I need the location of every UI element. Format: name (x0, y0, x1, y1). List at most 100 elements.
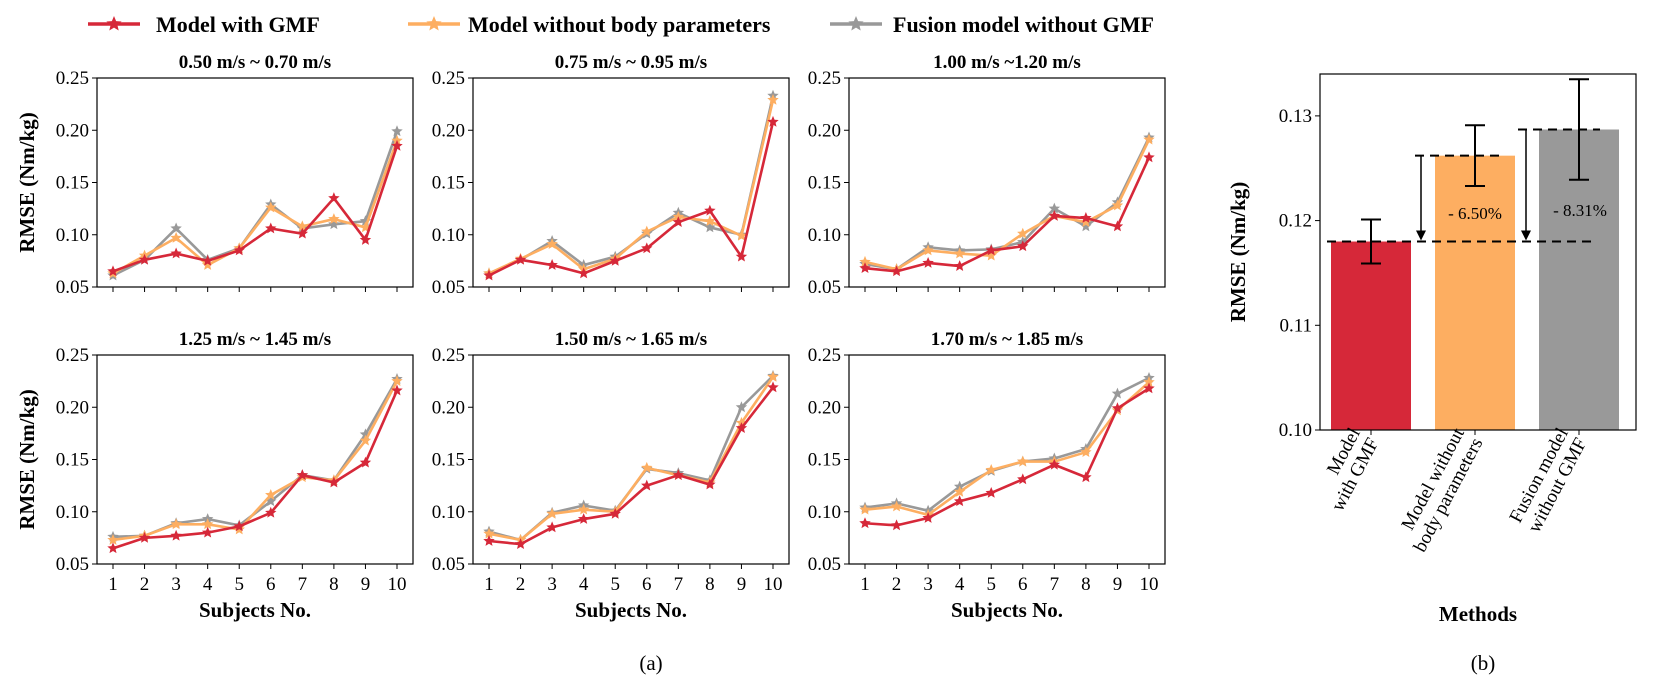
y-tick-label: 0.25 (56, 68, 89, 89)
data-point (201, 254, 214, 266)
series-3 (107, 373, 403, 542)
data-point (1143, 376, 1155, 388)
series-line (864, 387, 1150, 527)
x-tick-label: 4 (579, 574, 589, 595)
data-point (767, 93, 779, 105)
y-tick-label: 0.05 (56, 554, 89, 575)
y-tick-label: 0.13 (1279, 106, 1312, 127)
plot-frame (1319, 73, 1637, 431)
data-point (170, 247, 182, 259)
legend: Model with GMF Model without body paramet… (88, 12, 1154, 37)
data-point (1080, 471, 1092, 483)
y-tick-label: 0.20 (808, 120, 841, 141)
data-point (953, 260, 966, 271)
x-tick-label: 1 (860, 574, 870, 595)
data-point (985, 486, 997, 498)
data-point (985, 244, 997, 256)
x-tick-label: 7 (1050, 574, 1060, 595)
x-axis-label: Subjects No. (951, 598, 1063, 622)
x-tick-label: 4 (955, 574, 965, 595)
series-3 (859, 371, 1155, 516)
legend-star-marker (848, 16, 864, 31)
data-point (265, 201, 277, 213)
data-point (1080, 220, 1092, 232)
data-point (1017, 227, 1029, 239)
legend-label: Model without body parameters (468, 12, 771, 37)
y-tick-label: 0.25 (432, 345, 465, 366)
y-tick-label: 0.10 (432, 502, 465, 523)
data-point (735, 250, 748, 262)
x-tick-label: 1 (484, 574, 494, 595)
series-3 (107, 125, 403, 281)
series-line (488, 99, 775, 275)
series-1 (107, 384, 403, 554)
data-point (890, 519, 903, 531)
series-1 (859, 382, 1155, 531)
data-point (170, 222, 182, 234)
data-point (233, 520, 245, 532)
legend-item-2: Model without body parameters (408, 12, 771, 37)
data-point (890, 500, 903, 512)
x-tick-label: 8 (1081, 574, 1091, 595)
data-point (296, 227, 309, 239)
series-line (488, 121, 775, 277)
data-point (328, 218, 340, 230)
x-tick-label: 7 (674, 574, 684, 595)
y-tick-label: 0.15 (808, 173, 841, 194)
data-point (359, 233, 372, 245)
data-point (391, 139, 403, 151)
data-point (107, 265, 119, 277)
y-tick-label: 0.25 (432, 68, 465, 89)
data-point (546, 259, 558, 270)
line-chart-2: 0.75 m/s ~ 0.95 m/s 0.05 0.10 0.15 0.20 0.25 (432, 52, 790, 298)
x-tick-label: 5 (610, 574, 620, 595)
data-point (672, 469, 685, 481)
data-point (1080, 212, 1092, 223)
data-point (859, 262, 871, 274)
series-line (864, 381, 1150, 517)
data-point (170, 231, 182, 243)
y-tick-label: 0.05 (432, 554, 465, 575)
data-point (735, 401, 748, 413)
data-point (922, 512, 934, 523)
y-tick-label: 0.05 (808, 277, 841, 298)
series-3 (859, 131, 1155, 275)
data-point (1017, 240, 1029, 252)
y-tick-label: 0.15 (808, 450, 841, 471)
line-chart-3: 1.00 m/s ~1.20 m/s 0.05 0.10 0.15 0.20 0.25 (808, 52, 1166, 298)
series-line (488, 374, 774, 542)
reduction-arrow-1 (1416, 155, 1426, 241)
y-axis-label: RMSE (Nm/kg) (1226, 182, 1250, 323)
data-point (609, 254, 621, 266)
chart-title: 1.70 m/s ~ 1.85 m/s (931, 329, 1083, 350)
data-point (641, 242, 653, 254)
series-line (112, 380, 399, 542)
data-point (672, 216, 685, 228)
y-axis-label: RMSE (Nm/kg) (15, 389, 39, 530)
chart-title: 0.75 m/s ~ 0.95 m/s (555, 52, 707, 73)
data-point (265, 495, 277, 507)
y-tick-label: 0.05 (432, 277, 465, 298)
data-point (1048, 202, 1061, 214)
data-point (1143, 382, 1155, 394)
data-point (1111, 387, 1124, 399)
x-tick-label: 8 (705, 574, 715, 595)
data-point (107, 533, 119, 545)
series-line (488, 376, 775, 542)
series-2 (107, 134, 403, 279)
data-point (735, 422, 748, 433)
data-point (609, 507, 621, 519)
data-point (859, 503, 871, 515)
y-tick-label: 0.05 (808, 554, 841, 575)
line-chart-5: 1.50 m/s ~ 1.65 m/s 0.05 0.10 0.15 0.20 0.25 1… (432, 329, 790, 622)
data-point (704, 221, 716, 233)
data-point (391, 125, 403, 137)
data-point (767, 115, 779, 127)
data-point (514, 253, 527, 265)
annotation-1: - 6.50% (1448, 204, 1502, 223)
arrow-head (1416, 230, 1426, 241)
plot-frame (848, 77, 1166, 288)
line-chart-1: 0.50 m/s ~ 0.70 m/s 0.05 0.10 0.15 0.20 0.25 R… (15, 52, 414, 298)
data-point (391, 375, 403, 386)
y-tick-label: 0.10 (1279, 420, 1312, 441)
